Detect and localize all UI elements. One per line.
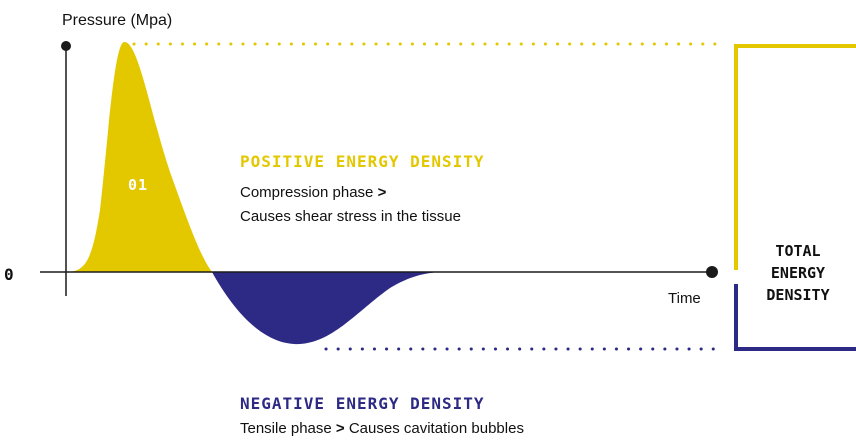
positive-line-1-text: Compression phase (240, 184, 373, 201)
positive-line-1-marker: > (378, 184, 387, 201)
x-axis-endpoint (706, 266, 718, 278)
total-line-3: DENSITY (740, 284, 856, 306)
y-axis-endpoint (61, 41, 71, 51)
positive-line-1: Compression phase > (240, 184, 386, 201)
negative-line-marker: > (336, 420, 345, 437)
negative-line: Tensile phase > Causes cavitation bubble… (240, 420, 524, 437)
total-energy-label: TOTAL ENERGY DENSITY (740, 240, 856, 306)
zero-label: 0 (4, 265, 14, 284)
positive-pressure-lobe (66, 42, 212, 272)
total-line-2: ENERGY (740, 262, 856, 284)
negative-pressure-lobe (212, 272, 440, 344)
positive-bracket (736, 46, 856, 270)
negative-title: NEGATIVE ENERGY DENSITY (240, 394, 485, 413)
positive-line-2: Causes shear stress in the tissue (240, 208, 461, 225)
positive-title: POSITIVE ENERGY DENSITY (240, 152, 485, 171)
negative-line-text-before: Tensile phase (240, 420, 332, 437)
x-axis-label: Time (668, 290, 701, 307)
negative-line-text-after: Causes cavitation bubbles (349, 420, 524, 437)
total-line-1: TOTAL (740, 240, 856, 262)
y-axis-label: Pressure (Mpa) (62, 12, 172, 30)
peak-label: 01 (128, 176, 148, 194)
